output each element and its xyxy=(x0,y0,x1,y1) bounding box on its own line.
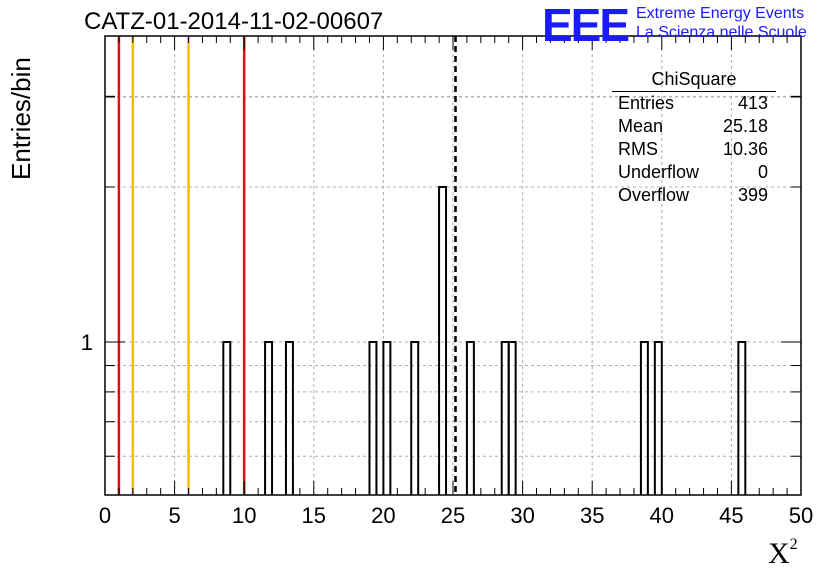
histogram-bin xyxy=(500,341,510,495)
histogram-bin xyxy=(737,341,747,495)
histogram-bin xyxy=(264,341,274,495)
stats-row-rms: RMS 10.36 xyxy=(610,138,776,161)
x-tick-label: 40 xyxy=(650,503,674,528)
stats-label: Underflow xyxy=(618,162,700,182)
stats-label: Overflow xyxy=(618,185,690,205)
histogram-bin xyxy=(410,341,420,495)
stats-value: 10.36 xyxy=(722,139,768,159)
histogram-bin xyxy=(465,341,475,495)
histogram-bin xyxy=(438,186,448,495)
x-axis-label-base: X xyxy=(768,537,790,570)
x-tick-label: 10 xyxy=(232,503,256,528)
x-tick-label: 50 xyxy=(789,503,813,528)
y-tick-label: 1 xyxy=(81,330,93,355)
x-axis-label-superscript: 2 xyxy=(789,536,798,553)
histogram-bin xyxy=(382,341,392,495)
stats-label: Entries xyxy=(618,93,675,113)
histogram-bin xyxy=(507,341,517,495)
x-tick-label: 20 xyxy=(371,503,395,528)
histogram-bin xyxy=(368,341,378,495)
logo-caption: Extreme Energy Events La Scienza nelle S… xyxy=(636,4,807,42)
logo-line-2: La Scienza nelle Scuole xyxy=(636,24,807,41)
stats-value: 0 xyxy=(757,162,768,182)
x-tick-label: 15 xyxy=(302,503,326,528)
chart-title: CATZ-01-2014-11-02-00607 xyxy=(84,8,384,35)
histogram-bin xyxy=(653,341,663,495)
x-tick-label: 25 xyxy=(441,503,465,528)
histogram-bin xyxy=(639,341,649,495)
stats-row-underflow: Underflow 0 xyxy=(610,161,776,184)
stats-label: Mean xyxy=(618,116,664,136)
x-tick-label: 30 xyxy=(510,503,534,528)
x-tick-label: 5 xyxy=(168,503,180,528)
x-axis-label: X2 xyxy=(768,536,798,571)
x-tick-label: 0 xyxy=(99,503,111,528)
histogram-bin xyxy=(284,341,294,495)
stats-row-entries: Entries 413 xyxy=(610,92,776,115)
x-tick-label: 35 xyxy=(580,503,604,528)
stats-box: ChiSquare Entries 413 Mean 25.18 RMS 10.… xyxy=(610,68,776,207)
stats-value: 25.18 xyxy=(722,116,768,136)
stats-row-overflow: Overflow 399 xyxy=(610,184,776,207)
stats-value: 413 xyxy=(737,93,768,113)
eee-logo: EEE xyxy=(542,0,630,51)
y-axis-label: Entries/bin xyxy=(6,57,36,180)
stats-value: 399 xyxy=(737,185,768,205)
x-tick-label: 45 xyxy=(719,503,743,528)
logo-line-1: Extreme Energy Events xyxy=(636,5,805,22)
stats-row-mean: Mean 25.18 xyxy=(610,115,776,138)
stats-label: RMS xyxy=(618,139,658,159)
histogram-bin xyxy=(222,341,232,495)
stats-title: ChiSquare xyxy=(612,68,776,92)
